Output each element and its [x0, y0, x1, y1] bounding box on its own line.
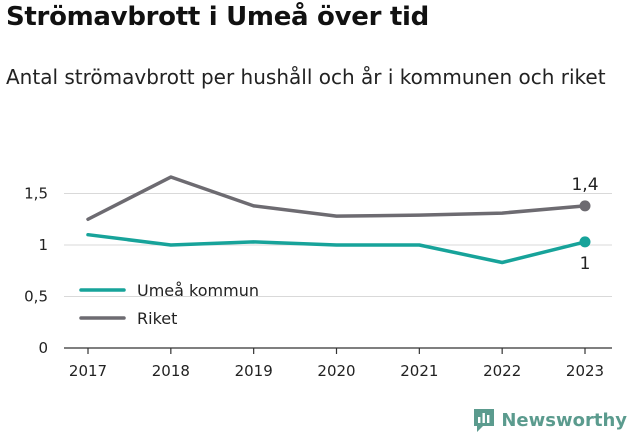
series-end-point	[579, 200, 591, 212]
x-tick-label: 2023	[566, 362, 604, 380]
y-tick-label: 0,5	[24, 288, 48, 306]
x-axis-tick-labels: 2017 2018 2019 2020 2021 2022 2023	[69, 362, 604, 380]
series-lines: 11,4	[86, 175, 599, 274]
legend: Umeå kommun Riket	[79, 281, 259, 328]
brand-logo: Newsworthy	[473, 407, 627, 433]
series-line	[86, 175, 587, 221]
y-tick-label: 1,5	[24, 185, 48, 203]
x-tick-label: 2017	[69, 362, 107, 380]
line-chart: 00,511,5 2017 2018 2019 2020 2021 2022 2023 11…	[24, 175, 612, 380]
x-tick-label: 2022	[483, 362, 521, 380]
chart-title: Strömavbrott i Umeå över tid	[6, 2, 429, 32]
series-end-point	[579, 236, 591, 248]
x-tick-label: 2021	[400, 362, 438, 380]
x-tick-label: 2018	[152, 362, 190, 380]
data-label: 1,4	[571, 175, 598, 195]
y-tick-label: 0	[38, 339, 48, 357]
data-label: 1	[580, 254, 591, 274]
brand-name: Newsworthy	[501, 409, 627, 431]
x-axis	[64, 347, 612, 354]
chart-subtitle: Antal strömavbrott per hushåll och år i …	[6, 65, 606, 89]
x-tick-label: 2020	[317, 362, 355, 380]
x-tick-label: 2019	[235, 362, 273, 380]
y-tick-label: 1	[38, 236, 48, 254]
legend-label: Riket	[137, 309, 177, 328]
series-line	[86, 232, 587, 265]
newsworthy-logo-icon	[474, 409, 495, 432]
legend-label: Umeå kommun	[137, 281, 259, 300]
y-axis-tick-labels: 0 0,5 1 1,5	[24, 185, 48, 358]
